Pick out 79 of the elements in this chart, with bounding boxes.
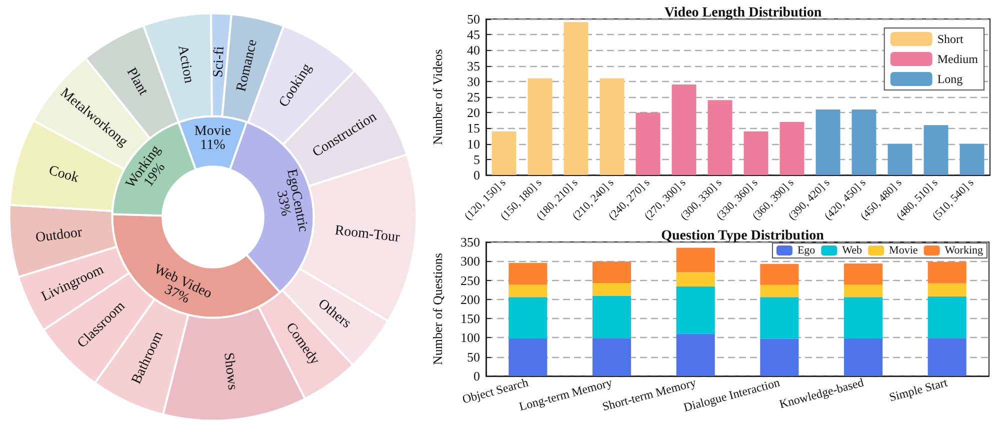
bar [844,338,883,376]
slice-label: Outdoor [34,225,84,246]
bar [508,284,548,298]
y-tick-label: 50 [467,349,480,364]
y-tick-label: 350 [460,234,480,250]
bar [888,144,912,175]
bar [564,22,588,175]
data-label: 11% [200,138,226,153]
y-tick-label: 25 [467,90,480,104]
bar [600,78,624,175]
bar [844,263,883,284]
bar [672,84,696,175]
bar [592,338,632,376]
bar [592,296,632,338]
legend-label: Short [937,32,964,46]
legend-label: Long [937,72,963,86]
bar [760,297,799,339]
bar [592,262,632,283]
bar [508,263,548,284]
bar [780,122,804,175]
slice-label: Sci-fi [211,46,228,78]
y-tick-label: 300 [460,254,480,269]
bar [928,283,966,296]
y-tick-label: 0 [474,368,480,384]
y-tick-label: 200 [460,292,480,307]
bar [508,297,548,338]
legend-label: Ego [797,244,816,256]
x-tick-label: Simple Start [888,375,950,404]
bar [844,297,883,338]
bar [816,109,840,175]
slice-label: Shows [220,352,240,391]
bar [592,282,632,296]
y-tick-label: 100 [460,330,480,346]
chart-title: Video Length Distribution [664,6,822,20]
y-tick-label: 15 [467,120,480,136]
legend-label: Movie [889,244,918,256]
bar [676,248,715,272]
slice-label: Movie [194,124,232,139]
y-tick-label: 50 [467,12,480,26]
bar [960,144,984,175]
bar [676,334,715,376]
bar [760,338,799,376]
bar [928,338,966,376]
bar [508,338,548,376]
y-axis-title: Number of Questions [430,253,445,365]
y-tick-label: 45 [467,27,480,42]
bar [676,286,715,334]
bar [708,100,732,175]
y-tick-label: 0 [474,168,480,182]
chart-title: Question Type Distribution [661,228,824,244]
slice-label: Room-Tour [334,223,401,246]
y-axis-title: Number of Videos [430,49,445,145]
y-tick-label: 5 [474,152,480,167]
y-tick-label: 30 [467,74,480,89]
bar [676,272,715,286]
bar [744,131,768,175]
bar [928,262,966,284]
slice-label: Cook [47,163,80,186]
slice-label: Romance [234,38,260,93]
bar [928,296,966,338]
legend-label: Working [944,244,984,256]
bar [844,284,883,298]
bar [924,125,948,175]
bar [636,112,660,175]
bar [492,131,516,175]
legend-label: Medium [937,52,979,66]
legend-label: Web [842,244,863,256]
y-tick-label: 20 [467,105,480,120]
y-tick-label: 35 [467,58,480,74]
y-tick-label: 250 [460,272,480,288]
slice-label: Plant [123,65,151,98]
bar [760,264,799,285]
slice-label: Action [174,44,196,84]
bar [852,109,876,175]
bar [528,78,552,175]
bar [760,284,799,298]
y-tick-label: 150 [460,311,480,326]
y-tick-label: 40 [467,42,480,58]
y-tick-label: 10 [467,136,480,152]
